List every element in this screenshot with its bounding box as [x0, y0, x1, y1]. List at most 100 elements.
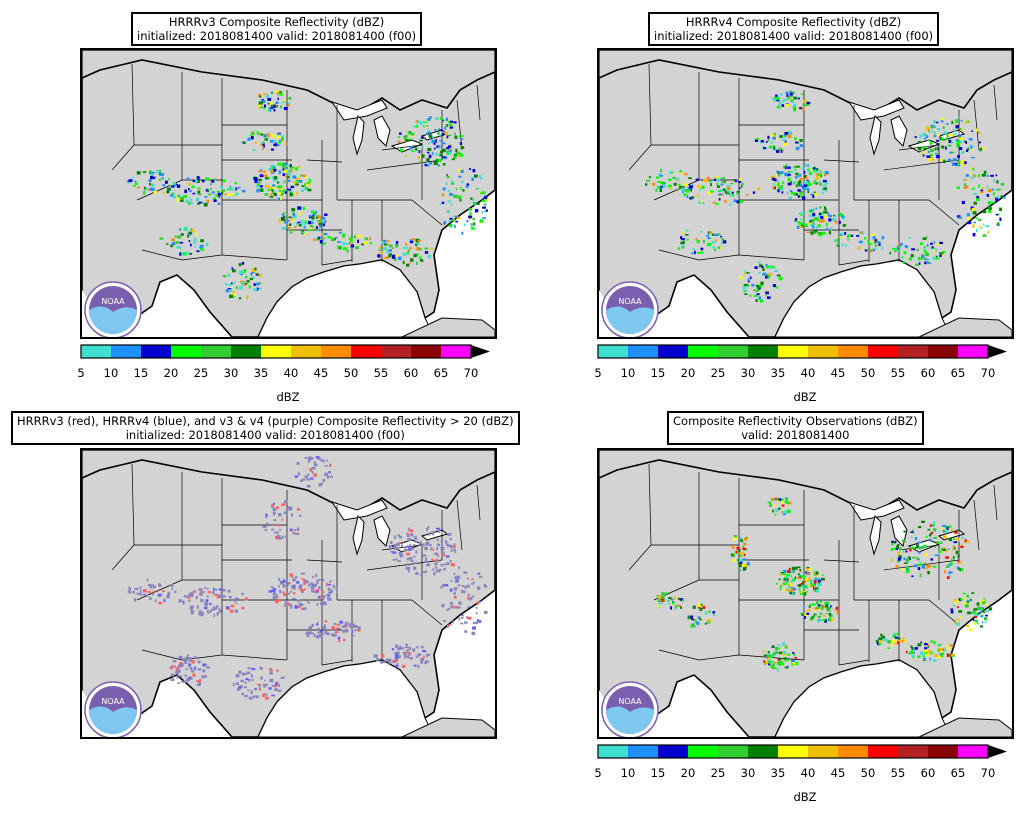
colorbar-tick-label: 70 [980, 366, 996, 380]
colorbar-swatch [718, 745, 748, 758]
state-border [411, 599, 443, 626]
colorbar-tick-label: 65 [433, 366, 449, 380]
land-cuba [918, 317, 1012, 337]
reflectivity-echoes [127, 456, 488, 700]
colorbar-swatch [868, 745, 898, 758]
colorbar-tick-label: 5 [77, 366, 85, 380]
colorbar-swatch [291, 345, 321, 358]
state-border [698, 654, 740, 661]
colorbar-swatch [718, 345, 748, 358]
map-canvas: NOAA [82, 50, 495, 337]
noaa-logo-wave [606, 706, 654, 734]
state-border [321, 659, 353, 666]
state-border [321, 259, 353, 266]
colorbar-swatch [688, 745, 718, 758]
state-border [653, 179, 700, 201]
great-lake [847, 499, 905, 521]
great-lake [869, 515, 882, 556]
state-border [111, 144, 135, 171]
state-border [456, 99, 463, 151]
state-border [456, 499, 463, 551]
colorbar-tick-label: 55 [890, 766, 906, 780]
water-gulf [774, 659, 952, 737]
great-lake [373, 515, 391, 547]
colorbar-swatch [898, 745, 928, 758]
colorbar-tick-label: 45 [313, 366, 329, 380]
noaa-logo: NOAA [84, 681, 142, 737]
state-border [628, 544, 652, 571]
colorbar-label: dBZ [276, 390, 300, 404]
colorbar-tick-label: 70 [463, 366, 479, 380]
colorbar-swatch [231, 345, 261, 358]
colorbar-swatch [141, 345, 171, 358]
state-border [973, 99, 980, 151]
colorbar-tick-label: 50 [343, 366, 359, 380]
colorbar-tick-label: 70 [980, 766, 996, 780]
land-cuba [918, 717, 1012, 737]
colorbar-swatch [381, 345, 411, 358]
state-border [476, 84, 481, 121]
state-border [141, 249, 183, 261]
colorbar-tick-label: 15 [650, 766, 666, 780]
land-cuba [401, 717, 495, 737]
state-border [411, 199, 443, 226]
great-lake [869, 115, 882, 156]
colorbar-swatch [261, 345, 291, 358]
panel-title: Composite Reflectivity Observations (dBZ… [667, 411, 924, 445]
panel-title-line1: Composite Reflectivity Observations (dBZ… [673, 414, 918, 428]
panel-title: HRRRv3 Composite Reflectivity (dBZ) init… [131, 12, 423, 46]
panel-title-line2: initialized: 2018081400 valid: 201808140… [125, 428, 405, 442]
noaa-logo-text: NOAA [101, 697, 125, 706]
great-lake [330, 499, 388, 521]
great-lake [330, 99, 388, 121]
state-border [993, 84, 998, 121]
state-border [628, 144, 652, 171]
colorbar-swatch [748, 345, 778, 358]
colorbar [597, 344, 1017, 364]
colorbar [597, 744, 1017, 764]
state-border [221, 654, 288, 661]
colorbar-tick-label: 20 [680, 366, 696, 380]
overlap-map: NOAA [80, 448, 497, 739]
panel-title: HRRRv4 Composite Reflectivity (dBZ) init… [648, 12, 940, 46]
colorbar-tick-label: 10 [103, 366, 119, 380]
great-lake [890, 515, 908, 547]
colorbar-extend-arrow [988, 745, 1007, 758]
great-lake [890, 115, 908, 147]
colorbar-swatch [898, 345, 928, 358]
colorbar-tick-label: 5 [594, 366, 602, 380]
colorbar-swatch [598, 345, 628, 358]
colorbar-tick-label: 40 [800, 766, 816, 780]
colorbar-tick-label: 60 [403, 366, 419, 380]
panel-title-line2: valid: 2018081400 [741, 428, 850, 442]
state-border [698, 254, 740, 261]
great-lake [847, 99, 905, 121]
map-canvas: NOAA [599, 50, 1012, 337]
water-gulf [257, 659, 435, 737]
colorbar-tick-label: 15 [133, 366, 149, 380]
colorbar-swatch [171, 345, 201, 358]
state-border [381, 544, 423, 551]
panel-title: HRRRv3 (red), HRRRv4 (blue), and v3 & v4… [11, 411, 520, 445]
state-border [141, 649, 183, 661]
noaa-logo-wave [606, 306, 654, 334]
colorbar-tick-label: 65 [950, 766, 966, 780]
land-cuba [401, 317, 495, 337]
state-border [928, 199, 960, 226]
state-border [973, 499, 980, 551]
colorbar-swatch [658, 345, 688, 358]
colorbar-swatch [688, 345, 718, 358]
water-gulf [257, 259, 435, 337]
colorbar-tick-label: 30 [740, 766, 756, 780]
panel-title-line1: HRRRv3 Composite Reflectivity (dBZ) [168, 15, 385, 29]
colorbar-swatch [201, 345, 231, 358]
great-lake [352, 515, 365, 556]
noaa-logo-text: NOAA [101, 297, 125, 306]
colorbar-swatch [778, 345, 808, 358]
reflectivity-echoes [645, 90, 1006, 303]
state-border [928, 599, 960, 626]
colorbar-tick-label: 30 [740, 366, 756, 380]
colorbar-swatch [411, 345, 441, 358]
panel-title-line2: initialized: 2018081400 valid: 201808140… [654, 29, 934, 43]
colorbar-swatch [111, 345, 141, 358]
